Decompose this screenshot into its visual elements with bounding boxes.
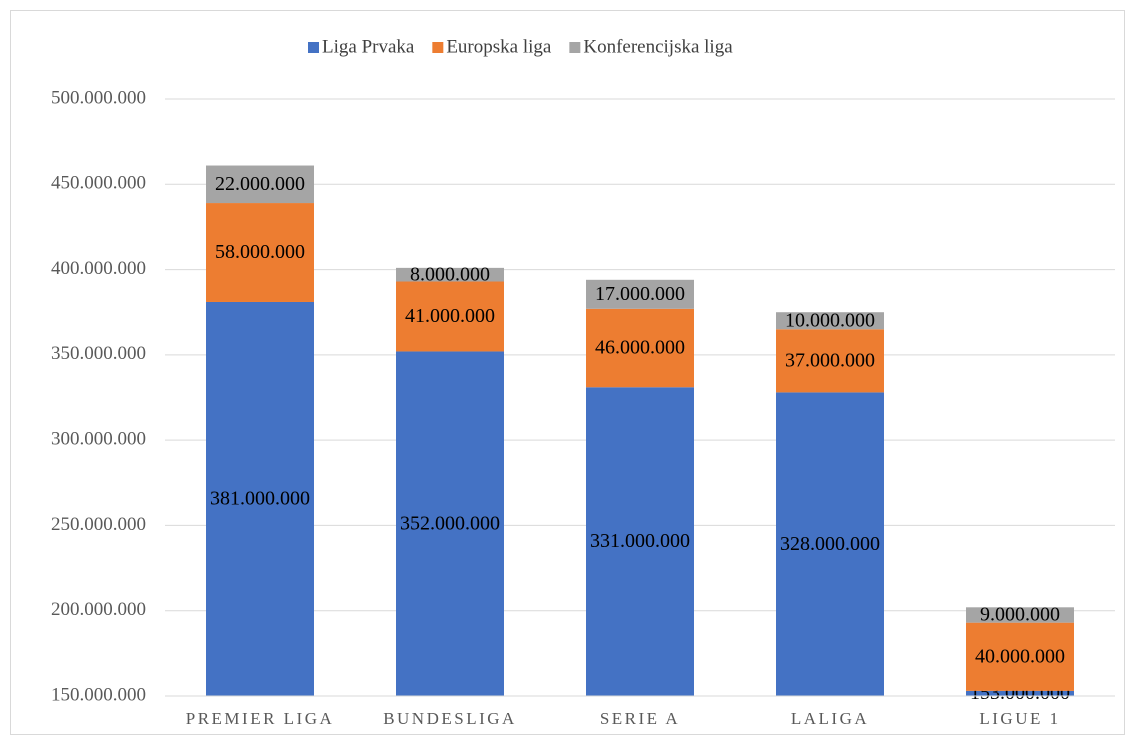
legend-swatch (569, 42, 581, 53)
data-label: 331.000.000 (590, 530, 690, 552)
data-label: 328.000.000 (780, 533, 880, 555)
data-label: 352.000.000 (400, 512, 500, 534)
bar-segment (966, 607, 1074, 623)
bar-segment (396, 281, 504, 352)
data-label: 17.000.000 (595, 283, 685, 305)
bar-segment (206, 301, 314, 696)
bar-segment (586, 279, 694, 309)
bar-segment (206, 203, 314, 302)
data-label: 58.000.000 (215, 241, 305, 263)
data-label: 40.000.000 (975, 645, 1065, 667)
data-label: 8.000.000 (410, 263, 490, 285)
data-label: 9.000.000 (980, 604, 1060, 626)
chart-border (10, 10, 1125, 735)
y-tick-label: 300.000.000 (51, 429, 146, 450)
bar-segment (586, 308, 694, 388)
y-tick-label: 400.000.000 (51, 258, 146, 279)
bar-segment (396, 267, 504, 282)
bar-segment (396, 351, 504, 696)
data-label: 37.000.000 (785, 349, 875, 371)
y-tick-label: 350.000.000 (51, 343, 146, 364)
x-tick-label: BUNDESLIGA (383, 709, 517, 728)
data-label: 381.000.000 (210, 488, 310, 510)
bar-segment (586, 387, 694, 696)
y-tick-label: 200.000.000 (51, 599, 146, 620)
x-tick-label: LIGUE 1 (979, 709, 1060, 728)
x-tick-label: LALIGA (791, 709, 869, 728)
legend-label: Konferencijska liga (583, 36, 733, 57)
data-label: 41.000.000 (405, 305, 495, 327)
x-tick-label: PREMIER LIGA (186, 709, 335, 728)
bar-segment (776, 329, 884, 393)
bar-segment (966, 622, 1074, 691)
legend-label: Liga Prvaka (322, 36, 415, 57)
y-tick-label: 150.000.000 (51, 684, 146, 705)
bar-segment (966, 690, 1074, 696)
bar-segment (776, 312, 884, 330)
legend-swatch (308, 42, 319, 53)
bar-segment (206, 165, 314, 204)
data-label: 10.000.000 (785, 309, 875, 331)
legend-swatch (432, 42, 444, 53)
y-tick-label: 500.000.000 (51, 87, 146, 108)
y-tick-label: 450.000.000 (51, 173, 146, 194)
legend-label: Europska liga (446, 36, 552, 57)
y-tick-label: 250.000.000 (51, 514, 146, 535)
data-label: 46.000.000 (595, 337, 685, 359)
x-tick-label: SERIE A (600, 709, 680, 728)
bar-segment (776, 392, 884, 696)
data-label: 22.000.000 (215, 173, 305, 195)
